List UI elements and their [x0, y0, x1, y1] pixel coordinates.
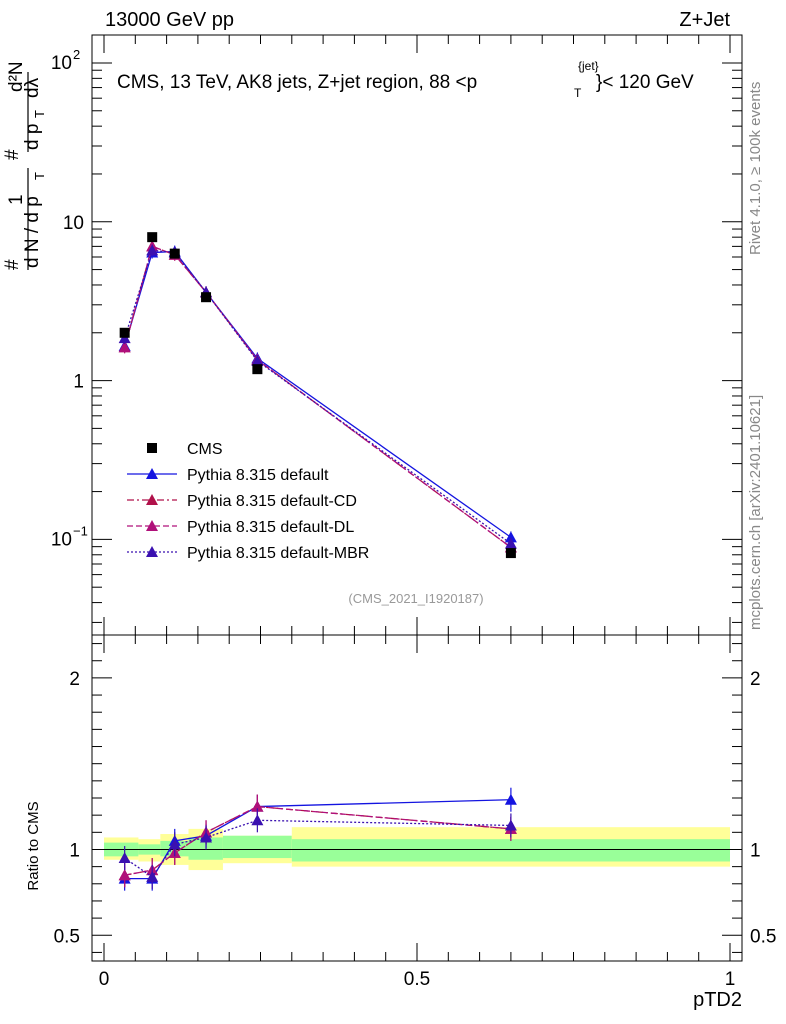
analysis-id: (CMS_2021_I1920187): [348, 591, 483, 606]
ratio-marker: [251, 814, 264, 826]
x-tick-label: 0: [99, 969, 110, 990]
y-tick-label: 10: [63, 213, 84, 234]
cms-data-point: [147, 232, 158, 243]
y-tick-label: 10: [51, 529, 72, 550]
ratio-y-tick-label-right: 1: [750, 840, 761, 861]
ratio-line: [124, 799, 511, 880]
legend-marker-cms: [147, 443, 157, 453]
ratio-marker: [146, 870, 159, 882]
ratio-bands: [104, 827, 730, 871]
y-tick-label: 1: [73, 372, 84, 393]
ratio-y-tick-label: 2: [69, 669, 80, 690]
legend-label: Pythia 8.315 default-MBR: [187, 545, 369, 562]
legend-marker: [146, 494, 158, 505]
svg-text:d N / d p: d N / d p: [22, 196, 43, 268]
ratio-line: [124, 819, 511, 878]
ratio-marker: [168, 838, 181, 850]
ratio-marker: [200, 831, 213, 843]
ratio-y-tick-label-right: 0.5: [750, 926, 776, 947]
x-tick-label: 0.5: [404, 969, 430, 990]
svg-text:T: T: [32, 172, 47, 180]
mc-marker: [251, 354, 264, 366]
header-left: 13000 GeV pp: [105, 9, 234, 31]
svg-text:1: 1: [6, 194, 27, 205]
cms-data-point: [169, 248, 180, 259]
main-title: CMS, 13 TeV, AK8 jets, Z+jet region, 88 …: [117, 59, 694, 100]
ratio-marker: [118, 852, 131, 864]
mc-line: [124, 245, 512, 548]
legend-label: CMS: [187, 441, 223, 458]
x-axis-title: pTD2: [693, 989, 742, 1011]
ratio-axes: 0 0.5 1 0.5 0.5 1 1 2 2: [54, 635, 776, 990]
legend-marker: [146, 468, 158, 479]
y-tick-exponent: −1: [73, 523, 88, 538]
ratio-band-stat: [222, 835, 292, 859]
cms-data-point: [505, 548, 516, 559]
y-axis-title: # d N / d p T 1 # d p T dλ d²N: [2, 61, 47, 270]
mc-line: [124, 249, 512, 545]
y-tick-exponent: 2: [73, 47, 80, 62]
mc-marker: [504, 537, 517, 549]
ratio-y-tick-label: 1: [69, 840, 80, 861]
legend-label: Pythia 8.315 default-CD: [187, 493, 357, 510]
legend-label: Pythia 8.315 default: [187, 467, 329, 484]
cms-data-point: [252, 364, 263, 375]
ratio-frame: [91, 634, 743, 962]
svg-text:#: #: [2, 149, 23, 160]
mcplots-label: mcplots.cern.ch [arXiv:2401.10621]: [747, 395, 764, 630]
svg-text:d p: d p: [22, 124, 43, 150]
ratio-marker: [251, 800, 264, 812]
svg-text:{jet}: {jet}: [578, 59, 599, 73]
svg-text:CMS, 13 TeV, AK8 jets, Z+jet r: CMS, 13 TeV, AK8 jets, Z+jet region, 88 …: [117, 72, 477, 93]
svg-text:dλ: dλ: [22, 77, 43, 98]
rivet-label: Rivet 4.1.0, ≥ 100k events: [747, 82, 764, 255]
ratio-band-stat: [291, 839, 730, 862]
ratio-line: [124, 805, 511, 876]
ratio-series: [118, 787, 517, 891]
svg-text:d²N: d²N: [6, 61, 27, 92]
ratio-marker: [118, 869, 131, 881]
legend: CMS Pythia 8.315 default Pythia 8.315 defa…: [127, 441, 369, 562]
legend-marker: [146, 546, 158, 557]
header-right: Z+Jet: [679, 9, 730, 31]
ratio-marker: [504, 819, 517, 831]
mc-marker: [504, 531, 517, 543]
svg-text:#: #: [2, 259, 23, 270]
main-series: [118, 232, 517, 559]
legend-label: Pythia 8.315 default-DL: [187, 519, 354, 536]
ratio-y-tick-label: 0.5: [54, 926, 80, 947]
y-tick-label: 10: [51, 53, 72, 74]
svg-text:T: T: [32, 110, 47, 118]
svg-text:T: T: [574, 86, 582, 100]
mc-marker: [146, 244, 159, 256]
legend-marker: [146, 520, 158, 531]
mc-marker: [118, 341, 131, 353]
x-tick-label: 1: [725, 969, 736, 990]
cms-data-point: [201, 292, 212, 303]
mc-line: [124, 250, 512, 538]
ratio-y-title: Ratio to CMS: [25, 801, 42, 890]
svg-text:}< 120 GeV: }< 120 GeV: [596, 72, 694, 93]
ratio-y-tick-label-right: 2: [750, 669, 761, 690]
cms-data-point: [119, 327, 130, 338]
ratio-marker: [504, 793, 517, 805]
